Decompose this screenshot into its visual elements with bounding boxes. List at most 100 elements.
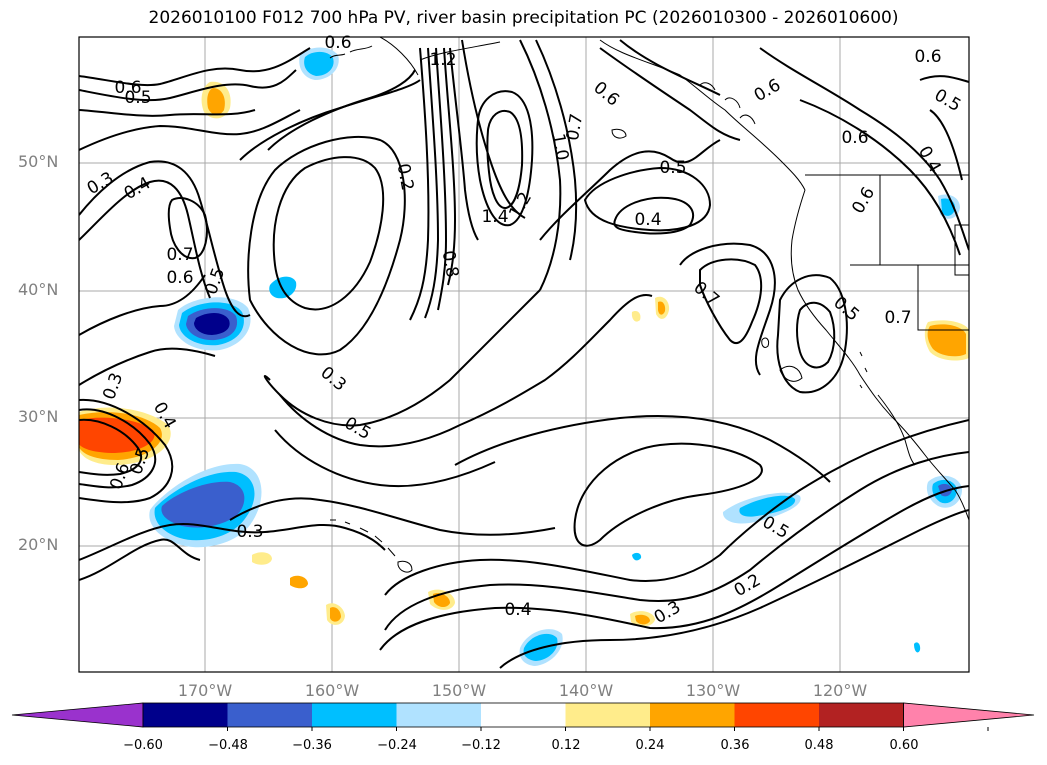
colorbar-swatch (396, 703, 482, 727)
colorbar-tick-label: −0.60 (123, 738, 163, 753)
colorbar-swatch (565, 703, 651, 727)
pv-contour-line (263, 289, 541, 427)
pv-contour-line (384, 419, 969, 596)
colorbar-tick-label: 0.24 (635, 738, 665, 753)
pv-contour-line (279, 294, 653, 448)
colorbar (11, 702, 1035, 731)
precip-patch-positive (207, 88, 225, 115)
precip-patch-negative (304, 51, 334, 76)
pv-contour-line (583, 166, 712, 232)
pv-contour-line (486, 110, 524, 209)
pv-contour-line (79, 418, 143, 476)
pv-contour-line (79, 47, 311, 87)
lon-label-130w: 130°W (685, 681, 741, 700)
colorbar-swatch (819, 703, 904, 727)
lat-label-20n: 20°N (18, 535, 59, 554)
pv-contour-line (443, 47, 457, 286)
precip-patch-negative (269, 276, 297, 299)
precip-patch-positive (635, 614, 650, 625)
pv-contour-line (79, 69, 297, 102)
island (779, 365, 803, 382)
precip-patch-negative (914, 642, 921, 653)
colorbar-tick-label: 0.60 (889, 738, 919, 753)
contour-label: 0.4 (634, 210, 661, 230)
pv-contour-line (435, 47, 448, 311)
precip-patch-positive (330, 607, 341, 622)
lat-label-40n: 40°N (18, 280, 59, 299)
contour-label: 1.2 (429, 50, 456, 70)
colorbar-swatch (734, 703, 820, 727)
pv-contour-line (535, 39, 578, 261)
pv-contour-line (613, 196, 695, 235)
colorbar-tick-label: −0.48 (208, 738, 248, 753)
map-title: 2026010100 F012 700 hPa PV, river basin … (148, 8, 899, 28)
contour-label: 0.6 (114, 78, 141, 98)
hawaii (330, 519, 413, 573)
colorbar-tick-label: −0.12 (461, 738, 501, 753)
precip-patch-positive (631, 310, 641, 322)
island (611, 128, 627, 139)
lon-label-170w: 170°W (177, 681, 233, 700)
pv-contour-line (449, 47, 479, 241)
pv-contour-line (929, 109, 963, 181)
island (761, 337, 769, 348)
pv-contour-line (384, 451, 969, 631)
pv-contour-line (274, 429, 496, 488)
colorbar-swatch (481, 703, 566, 727)
precip-patch-positive (290, 575, 308, 589)
state-borders (850, 175, 969, 331)
pv-contour-line (499, 509, 969, 669)
pv-contour-line (79, 398, 174, 504)
pv-contour-line (919, 75, 969, 83)
colorbar-swatch (650, 703, 735, 727)
precip-patch-positive (252, 552, 272, 565)
pv-contour-line (379, 485, 969, 651)
lon-label-140w: 140°W (558, 681, 614, 700)
colorbar-frame (142, 702, 904, 728)
alaska-islands (329, 45, 756, 125)
colorbar-tick-label: −0.24 (377, 738, 417, 753)
precip-patch-negative (194, 312, 230, 335)
colorbar-tick-label: 0.36 (720, 738, 750, 753)
pv-contour-line (699, 258, 763, 345)
colorbar-tick-label: 0.48 (804, 738, 834, 753)
pv-contour-line (519, 39, 562, 291)
pv-contour-line (79, 538, 201, 581)
lon-label-150w: 150°W (431, 681, 487, 700)
alaska-coast (379, 37, 806, 191)
precip-patch-negative (161, 481, 245, 528)
precip-patch-positive (927, 324, 966, 357)
pv-contour-line (409, 47, 430, 321)
colorbar-swatch (312, 703, 397, 727)
pv-contour-line (679, 242, 776, 376)
pv-contour-line (759, 47, 969, 251)
west-coast (790, 189, 969, 521)
contour-label: 1.4 (481, 207, 508, 227)
contour-label: 0.5 (124, 88, 151, 108)
pv-contour-line (424, 47, 440, 319)
lon-label-120w: 120°W (812, 681, 868, 700)
island (859, 351, 868, 389)
colorbar-tick-label: −0.36 (292, 738, 332, 753)
contour-label: 0.4 (504, 600, 531, 620)
pv-contour-line (79, 109, 256, 117)
contour-label: 0.2 (393, 162, 417, 192)
pv-contour-line (167, 197, 208, 260)
graticule (79, 37, 969, 672)
pv-contour-line (573, 442, 763, 547)
baja (877, 394, 916, 466)
precip-patch-negative (632, 552, 642, 561)
contour-label: 0.6 (841, 128, 868, 148)
contour-label: 0.6 (166, 268, 193, 288)
pv-contour-line (79, 109, 301, 151)
contour-label: 0.6 (324, 33, 351, 53)
lon-label-160w: 160°W (304, 681, 360, 700)
contour-label: 0.5 (659, 158, 686, 178)
lat-label-30n: 30°N (18, 407, 59, 426)
precip-patch-positive (658, 301, 666, 315)
pv-contour-line (539, 139, 721, 241)
contour-label: 0.3 (236, 522, 263, 542)
colorbar-swatch (143, 703, 228, 727)
pv-contour-line (796, 301, 836, 369)
